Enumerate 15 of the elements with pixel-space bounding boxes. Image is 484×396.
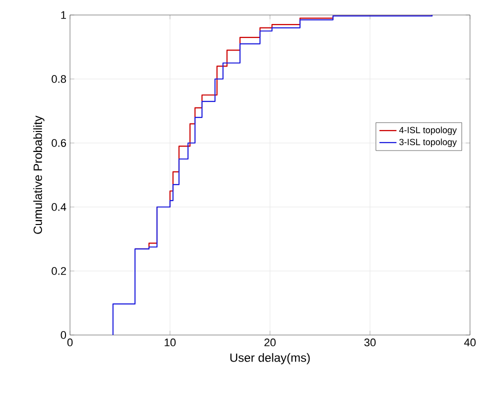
y-tick-label: 0.2 xyxy=(52,267,66,275)
y-tick-label: 0.4 xyxy=(52,203,66,211)
legend-label: 4-ISL topology xyxy=(399,126,457,135)
x-tick-label: 20 xyxy=(264,338,276,346)
y-tick-label: 1 xyxy=(61,11,66,19)
x-tick-label: 10 xyxy=(164,338,176,346)
x-tick-label: 30 xyxy=(364,338,376,346)
x-tick-label: 0 xyxy=(67,338,73,346)
y-axis-title: Cumulative Probability xyxy=(33,116,44,234)
y-tick-label: 0 xyxy=(60,331,66,339)
y-tick-label: 0.8 xyxy=(52,75,66,83)
x-tick-label: 40 xyxy=(464,338,476,346)
x-axis-title: User delay(ms) xyxy=(230,353,310,364)
legend-label: 3-ISL topology xyxy=(399,138,457,147)
y-tick-label: 0.6 xyxy=(52,139,66,147)
